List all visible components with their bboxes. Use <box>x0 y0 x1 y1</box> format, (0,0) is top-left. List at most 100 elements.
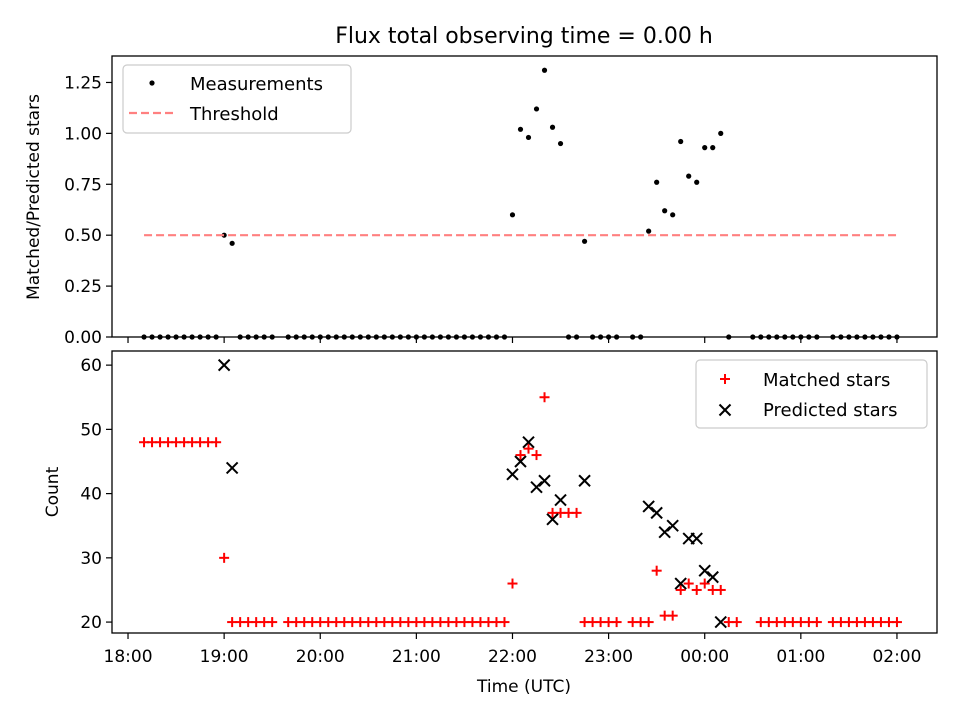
measurement-point <box>581 238 588 244</box>
bottom-panel-x-axis-label: Time (UTC) <box>476 677 571 697</box>
x-tick-label: 01:00 <box>776 647 825 667</box>
bottom-panel-y-axis-label: Count <box>43 466 63 517</box>
predicted-stars-point <box>690 532 703 545</box>
measurement-point <box>229 240 235 246</box>
predicted-stars-point <box>642 500 655 513</box>
x-tick-label: 18:00 <box>104 647 153 667</box>
legend-measurements-marker <box>149 80 155 86</box>
top-panel-y-ticks: 0.00 0.25 0.50 0.75 1.00 1.25 <box>64 73 112 348</box>
legend-measurements-label: Measurements <box>190 74 323 95</box>
matched-stars-point <box>891 617 902 628</box>
matched-stars-point <box>523 443 534 454</box>
predicted-stars-point <box>666 519 679 532</box>
predicted-stars-point <box>706 570 719 584</box>
measurement-point <box>517 126 524 132</box>
series-matched-stars <box>139 392 902 628</box>
predicted-stars-point <box>514 455 527 468</box>
predicted-stars-point <box>714 615 727 629</box>
x-tick-label: 20:00 <box>296 647 345 667</box>
matched-stars-point <box>811 617 822 628</box>
top-panel-legend: Measurements Threshold <box>122 64 352 134</box>
top-panel-y-axis-label: Matched/Predicted stars <box>24 94 44 300</box>
matched-stars-point <box>539 392 550 403</box>
y-tick-label: 40 <box>80 485 102 505</box>
y-tick-label: 0.25 <box>64 277 102 297</box>
matched-stars-point <box>571 507 582 518</box>
measurement-point <box>710 145 716 151</box>
x-tick-label: 02:00 <box>872 647 921 667</box>
matched-stars-point <box>515 450 526 461</box>
legend-matched-marker <box>720 374 730 384</box>
measurement-point <box>670 212 676 218</box>
bottom-legend-box <box>695 359 928 429</box>
predicted-stars-point <box>698 564 711 577</box>
measurement-point <box>718 130 724 136</box>
bottom-panel-legend: Matched stars Predicted stars <box>695 359 928 429</box>
series-predicted-stars <box>217 358 727 629</box>
matched-stars-point <box>507 578 518 589</box>
predicted-stars-point <box>538 474 551 487</box>
legend-predicted-label: Predicted stars <box>763 400 897 421</box>
predicted-stars-point <box>522 436 535 449</box>
y-tick-label: 60 <box>80 356 102 376</box>
y-tick-label: 30 <box>80 549 102 569</box>
x-tick-label: 23:00 <box>584 647 633 667</box>
matched-stars-point <box>267 617 278 628</box>
measurement-point <box>525 134 532 141</box>
legend-matched-label: Matched stars <box>763 370 890 391</box>
matched-stars-point <box>219 552 230 563</box>
measurement-point <box>221 232 227 238</box>
predicted-stars-point <box>217 358 231 372</box>
figure-title: Flux total observing time = 0.00 h <box>335 24 713 49</box>
predicted-stars-point <box>658 525 671 539</box>
matched-stars-point <box>667 610 678 621</box>
matched-stars-point <box>499 617 510 628</box>
predicted-stars-point <box>225 461 239 475</box>
measurement-point <box>557 140 564 147</box>
y-tick-label: 1.25 <box>64 73 102 93</box>
matched-stars-point <box>531 450 542 461</box>
matched-stars-point <box>611 617 622 628</box>
predicted-stars-point <box>578 474 591 487</box>
y-tick-label: 1.00 <box>64 124 102 144</box>
measurement-point <box>702 145 708 151</box>
matched-stars-point <box>699 578 710 589</box>
matched-stars-point <box>643 617 654 628</box>
measurement-point <box>654 179 660 185</box>
bottom-panel-y-ticks: 20 30 40 50 60 <box>80 356 112 633</box>
predicted-stars-point <box>506 468 519 481</box>
measurement-point <box>694 179 700 185</box>
y-tick-label: 20 <box>80 613 102 633</box>
predicted-stars-point <box>650 506 663 520</box>
x-tick-label: 21:00 <box>392 647 441 667</box>
matched-stars-point <box>675 584 686 595</box>
matched-stars-point <box>683 578 694 589</box>
predicted-stars-point <box>554 493 567 507</box>
matched-stars-point <box>211 437 222 448</box>
predicted-stars-point <box>546 513 559 526</box>
matched-stars-point <box>731 617 742 628</box>
bottom-panel-frame <box>111 350 938 634</box>
legend-predicted-marker <box>718 403 732 417</box>
y-tick-label: 0.00 <box>64 328 102 348</box>
x-tick-label: 00:00 <box>680 647 729 667</box>
x-tick-label: 22:00 <box>488 647 537 667</box>
measurement-point <box>646 228 652 234</box>
matched-stars-point <box>651 565 662 576</box>
measurement-point <box>509 212 516 218</box>
bottom-panel-x-ticks: 18:00 19:00 20:00 21:00 22:00 23:00 00:00 01:00… <box>104 633 921 667</box>
measurement-point <box>533 106 540 112</box>
matched-stars-point <box>715 584 726 595</box>
y-tick-label: 0.50 <box>64 226 102 246</box>
measurement-point <box>662 208 668 214</box>
legend-threshold-label: Threshold <box>189 104 279 125</box>
measurement-point <box>549 124 556 130</box>
top-panel: 0.00 0.25 0.50 0.75 1.00 1.25 Matched/Predict… <box>24 55 938 348</box>
x-tick-label: 19:00 <box>200 647 249 667</box>
predicted-stars-point <box>530 480 543 494</box>
top-panel-frame <box>111 55 938 338</box>
bottom-panel-series <box>139 358 902 629</box>
top-panel-x-ticks <box>127 337 898 343</box>
predicted-stars-point <box>674 577 687 590</box>
